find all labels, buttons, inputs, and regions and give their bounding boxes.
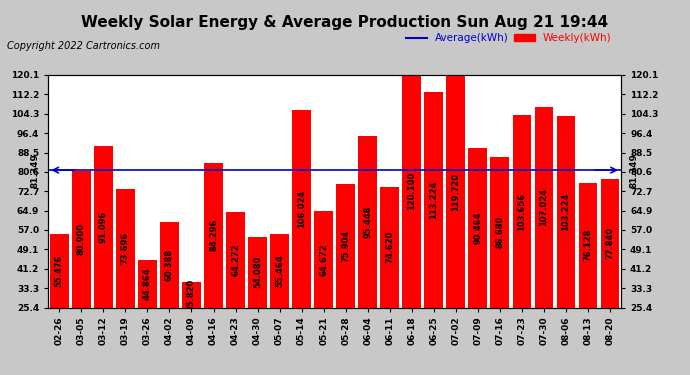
Text: 44.864: 44.864 — [143, 267, 152, 300]
Bar — [358, 135, 377, 370]
Bar — [446, 76, 465, 370]
Bar — [314, 211, 333, 370]
Text: Weekly Solar Energy & Average Production Sun Aug 21 19:44: Weekly Solar Energy & Average Production… — [81, 15, 609, 30]
Bar — [293, 110, 311, 370]
Bar — [600, 179, 620, 370]
Bar — [182, 282, 201, 370]
Text: 86.680: 86.680 — [495, 216, 504, 248]
Bar — [579, 183, 598, 370]
Text: 54.080: 54.080 — [253, 256, 262, 288]
Bar — [424, 92, 443, 370]
Text: 77.840: 77.840 — [606, 227, 615, 259]
Bar — [160, 222, 179, 370]
Bar — [491, 157, 509, 370]
Bar — [513, 116, 531, 370]
Bar — [94, 146, 112, 370]
Bar — [402, 75, 421, 370]
Text: 95.448: 95.448 — [363, 206, 372, 238]
Legend: Average(kWh), Weekly(kWh): Average(kWh), Weekly(kWh) — [402, 29, 615, 47]
Text: 75.904: 75.904 — [341, 230, 350, 262]
Bar — [72, 171, 90, 370]
Text: 60.388: 60.388 — [165, 249, 174, 280]
Bar — [138, 260, 157, 370]
Text: 35.820: 35.820 — [187, 279, 196, 311]
Bar — [226, 212, 245, 370]
Bar — [336, 183, 355, 370]
Text: 103.224: 103.224 — [562, 193, 571, 231]
Text: 76.128: 76.128 — [584, 229, 593, 261]
Text: 80.900: 80.900 — [77, 224, 86, 255]
Text: 64.672: 64.672 — [319, 243, 328, 276]
Text: 55.464: 55.464 — [275, 254, 284, 287]
Text: 55.476: 55.476 — [55, 254, 63, 287]
Text: 84.296: 84.296 — [209, 219, 218, 251]
Bar — [535, 107, 553, 370]
Text: Copyright 2022 Cartronics.com: Copyright 2022 Cartronics.com — [7, 41, 160, 51]
Bar — [557, 116, 575, 370]
Bar — [204, 163, 223, 370]
Bar — [116, 189, 135, 370]
Text: 64.272: 64.272 — [231, 243, 240, 276]
Text: 119.720: 119.720 — [451, 172, 460, 211]
Bar — [270, 234, 289, 370]
Text: 81.349: 81.349 — [30, 153, 39, 188]
Text: 103.656: 103.656 — [518, 192, 526, 231]
Text: 73.696: 73.696 — [121, 232, 130, 264]
Text: 106.024: 106.024 — [297, 189, 306, 228]
Text: 81.349: 81.349 — [630, 153, 639, 188]
Text: 74.620: 74.620 — [385, 231, 394, 263]
Text: 90.464: 90.464 — [473, 211, 482, 244]
Text: 91.096: 91.096 — [99, 211, 108, 243]
Bar — [50, 234, 69, 370]
Bar — [469, 148, 487, 370]
Bar — [248, 237, 267, 370]
Text: 107.024: 107.024 — [540, 188, 549, 226]
Text: 120.100: 120.100 — [407, 172, 416, 210]
Bar — [380, 187, 399, 370]
Text: 113.224: 113.224 — [429, 180, 438, 219]
